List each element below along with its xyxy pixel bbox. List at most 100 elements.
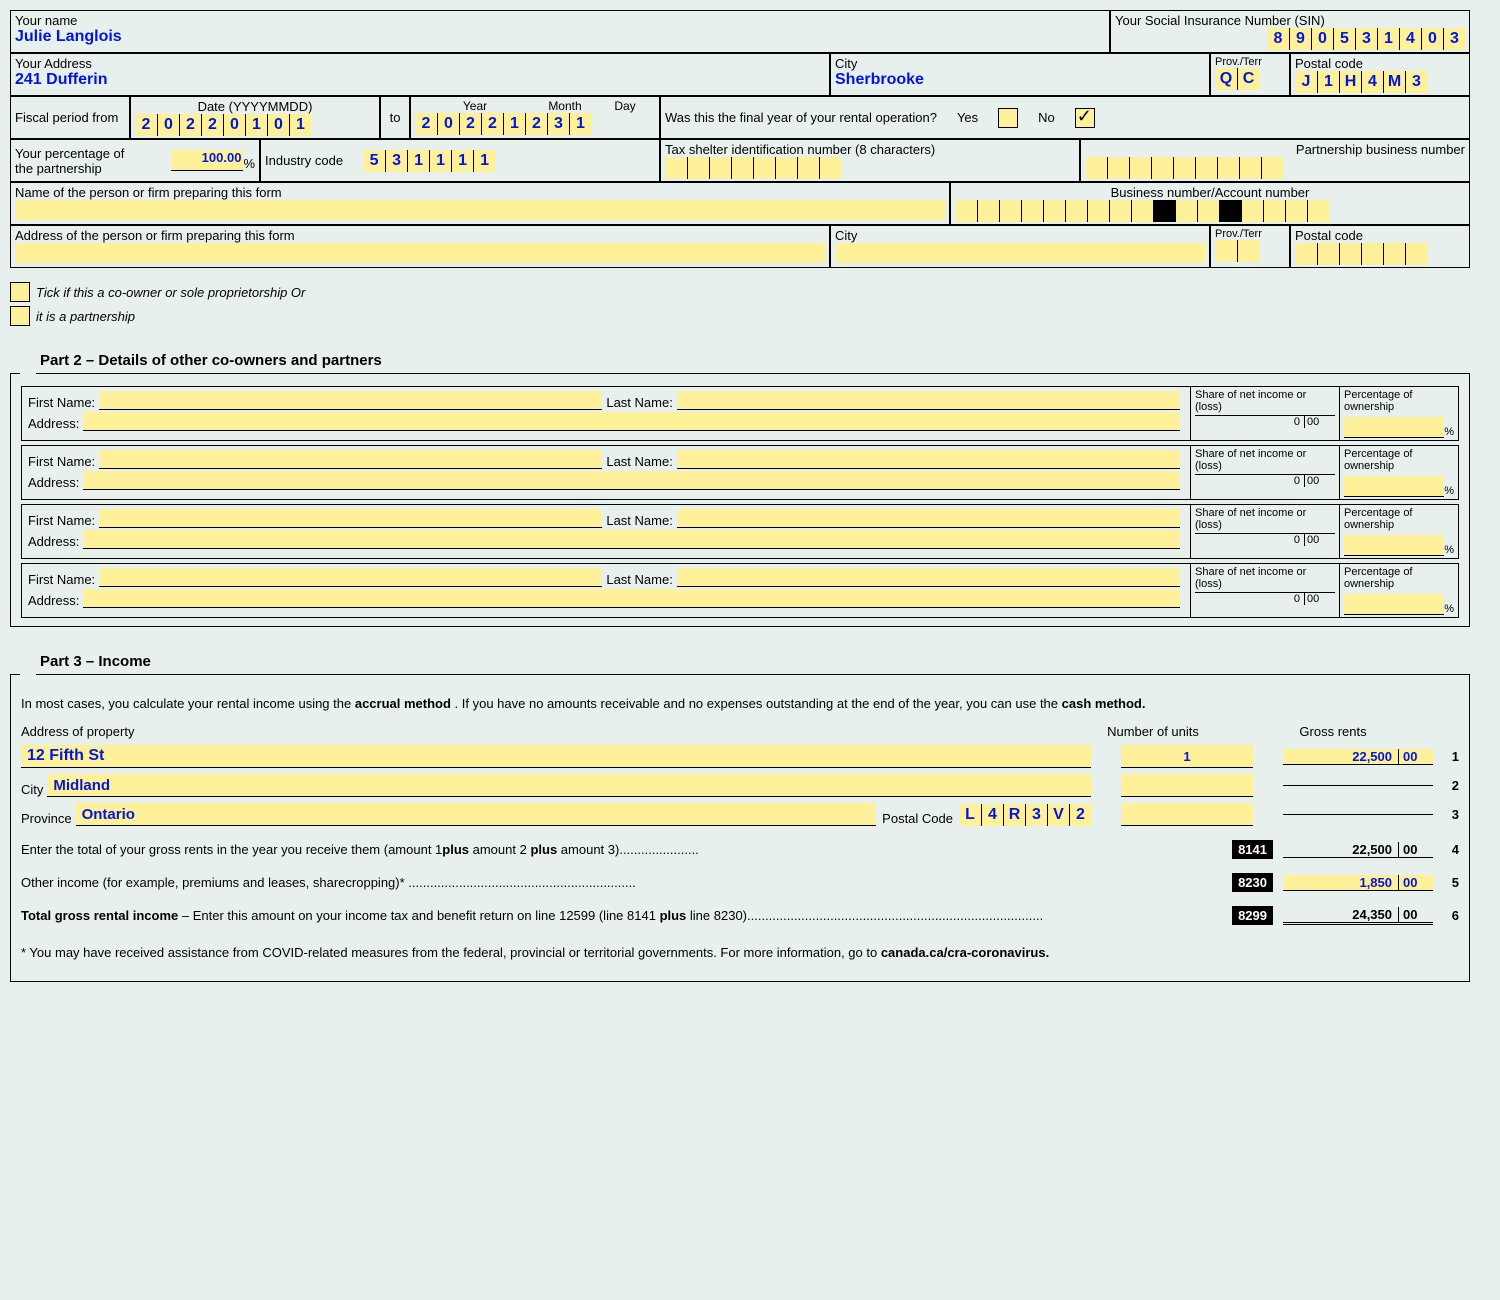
- coowner-address-field[interactable]: [83, 530, 1180, 549]
- date-char[interactable]: 1: [503, 113, 525, 135]
- first-name-field[interactable]: [99, 450, 602, 469]
- tax-shelter-char[interactable]: [819, 157, 841, 179]
- industry-char[interactable]: 1: [429, 150, 451, 172]
- date-char[interactable]: 0: [267, 114, 289, 136]
- date-char[interactable]: 3: [547, 113, 569, 135]
- postal-char[interactable]: M: [1383, 71, 1405, 93]
- date-from-field[interactable]: 2 0 2 2 0 1 0 1: [135, 114, 375, 136]
- bn-char[interactable]: [1131, 200, 1153, 222]
- last-name-field[interactable]: [677, 509, 1180, 528]
- bn-char[interactable]: [1263, 200, 1285, 222]
- postal-char[interactable]: [1339, 243, 1361, 265]
- bn-char[interactable]: [1285, 200, 1307, 222]
- bn-char[interactable]: [1043, 200, 1065, 222]
- property-postal-field[interactable]: L 4 R 3 V 2: [959, 804, 1091, 826]
- property-city-field[interactable]: Midland: [47, 774, 1091, 797]
- sin-digit[interactable]: 8: [1267, 28, 1289, 50]
- bn-char[interactable]: [1239, 157, 1261, 179]
- preparer-city-field[interactable]: [835, 243, 1205, 263]
- date-char[interactable]: 2: [415, 113, 437, 135]
- tax-shelter-char[interactable]: [775, 157, 797, 179]
- date-char[interactable]: 2: [135, 114, 157, 136]
- bn-account-field[interactable]: [955, 200, 1465, 222]
- date-char[interactable]: 2: [481, 113, 503, 135]
- final-year-yes-checkbox[interactable]: [998, 108, 1018, 128]
- units-2-field[interactable]: [1121, 774, 1253, 797]
- gross-rents-1-whole[interactable]: 22,500: [1283, 749, 1398, 764]
- date-char[interactable]: 1: [569, 113, 591, 135]
- date-char[interactable]: 1: [289, 114, 311, 136]
- bn-char[interactable]: [1085, 157, 1107, 179]
- pct-field[interactable]: [1344, 417, 1444, 438]
- prov-field[interactable]: Q C: [1215, 68, 1285, 90]
- bn-char[interactable]: [1241, 200, 1263, 222]
- last-name-field[interactable]: [677, 391, 1180, 410]
- prov-char[interactable]: C: [1237, 68, 1259, 90]
- prov-char[interactable]: [1237, 240, 1259, 262]
- partnership-checkbox[interactable]: [10, 306, 30, 326]
- bn-char[interactable]: [977, 200, 999, 222]
- sin-digit[interactable]: 1: [1377, 28, 1399, 50]
- bn-char[interactable]: [999, 200, 1021, 222]
- postal-char[interactable]: 3: [1405, 71, 1427, 93]
- preparer-prov-field[interactable]: [1215, 240, 1285, 262]
- postal-char[interactable]: V: [1047, 804, 1069, 826]
- gross-rents-1-cents[interactable]: 00: [1398, 749, 1433, 764]
- prov-char[interactable]: Q: [1215, 68, 1237, 90]
- sin-field[interactable]: 8 9 0 5 3 1 4 0 3: [1115, 28, 1465, 50]
- date-char[interactable]: 1: [245, 114, 267, 136]
- postal-char[interactable]: L: [959, 804, 981, 826]
- bn-char[interactable]: [1175, 200, 1197, 222]
- industry-char[interactable]: 5: [363, 150, 385, 172]
- bn-char[interactable]: [1107, 157, 1129, 179]
- preparer-postal-field[interactable]: [1295, 243, 1465, 265]
- bn-char[interactable]: [1109, 200, 1131, 222]
- preparer-name-field[interactable]: [15, 200, 945, 220]
- bn-char[interactable]: [1087, 200, 1109, 222]
- industry-code-field[interactable]: 5 3 1 1 1 1: [363, 150, 495, 172]
- property-province-field[interactable]: Ontario: [76, 803, 877, 826]
- date-char[interactable]: 2: [201, 114, 223, 136]
- amt-8230-cents[interactable]: 00: [1398, 875, 1433, 890]
- sin-digit[interactable]: 0: [1421, 28, 1443, 50]
- prov-char[interactable]: [1215, 240, 1237, 262]
- bn-char[interactable]: [955, 200, 977, 222]
- industry-char[interactable]: 1: [407, 150, 429, 172]
- preparer-address-field[interactable]: [15, 243, 825, 263]
- sin-digit[interactable]: 0: [1311, 28, 1333, 50]
- date-char[interactable]: 2: [459, 113, 481, 135]
- postal-char[interactable]: [1383, 243, 1405, 265]
- last-name-field[interactable]: [677, 450, 1180, 469]
- bn-char[interactable]: [1065, 200, 1087, 222]
- bn-char[interactable]: [1173, 157, 1195, 179]
- coowner-checkbox[interactable]: [10, 282, 30, 302]
- postal-char[interactable]: J: [1295, 71, 1317, 93]
- postal-char[interactable]: [1317, 243, 1339, 265]
- sin-digit[interactable]: 3: [1355, 28, 1377, 50]
- postal-char[interactable]: [1295, 243, 1317, 265]
- tax-shelter-char[interactable]: [709, 157, 731, 179]
- sin-digit[interactable]: 5: [1333, 28, 1355, 50]
- first-name-field[interactable]: [99, 568, 602, 587]
- pct-field[interactable]: [1344, 594, 1444, 615]
- first-name-field[interactable]: [99, 509, 602, 528]
- sin-digit[interactable]: 9: [1289, 28, 1311, 50]
- industry-char[interactable]: 1: [473, 150, 495, 172]
- sin-digit[interactable]: 4: [1399, 28, 1421, 50]
- amt-8230-whole[interactable]: 1,850: [1283, 875, 1398, 890]
- city-value[interactable]: Sherbrooke: [835, 71, 1205, 89]
- tax-shelter-char[interactable]: [665, 157, 687, 179]
- bn-char[interactable]: [1217, 157, 1239, 179]
- postal-char[interactable]: R: [1003, 804, 1025, 826]
- coowner-address-field[interactable]: [83, 412, 1180, 431]
- industry-char[interactable]: 3: [385, 150, 407, 172]
- postal-char[interactable]: 4: [981, 804, 1003, 826]
- date-char[interactable]: 2: [179, 114, 201, 136]
- pct-partnership-value[interactable]: 100.00: [171, 150, 243, 171]
- your-name-value[interactable]: Julie Langlois: [15, 28, 1105, 46]
- postal-char[interactable]: 4: [1361, 71, 1383, 93]
- bn-char[interactable]: [1307, 200, 1329, 222]
- bn-char[interactable]: [1195, 157, 1217, 179]
- date-char[interactable]: 0: [157, 114, 179, 136]
- coowner-address-field[interactable]: [83, 589, 1180, 608]
